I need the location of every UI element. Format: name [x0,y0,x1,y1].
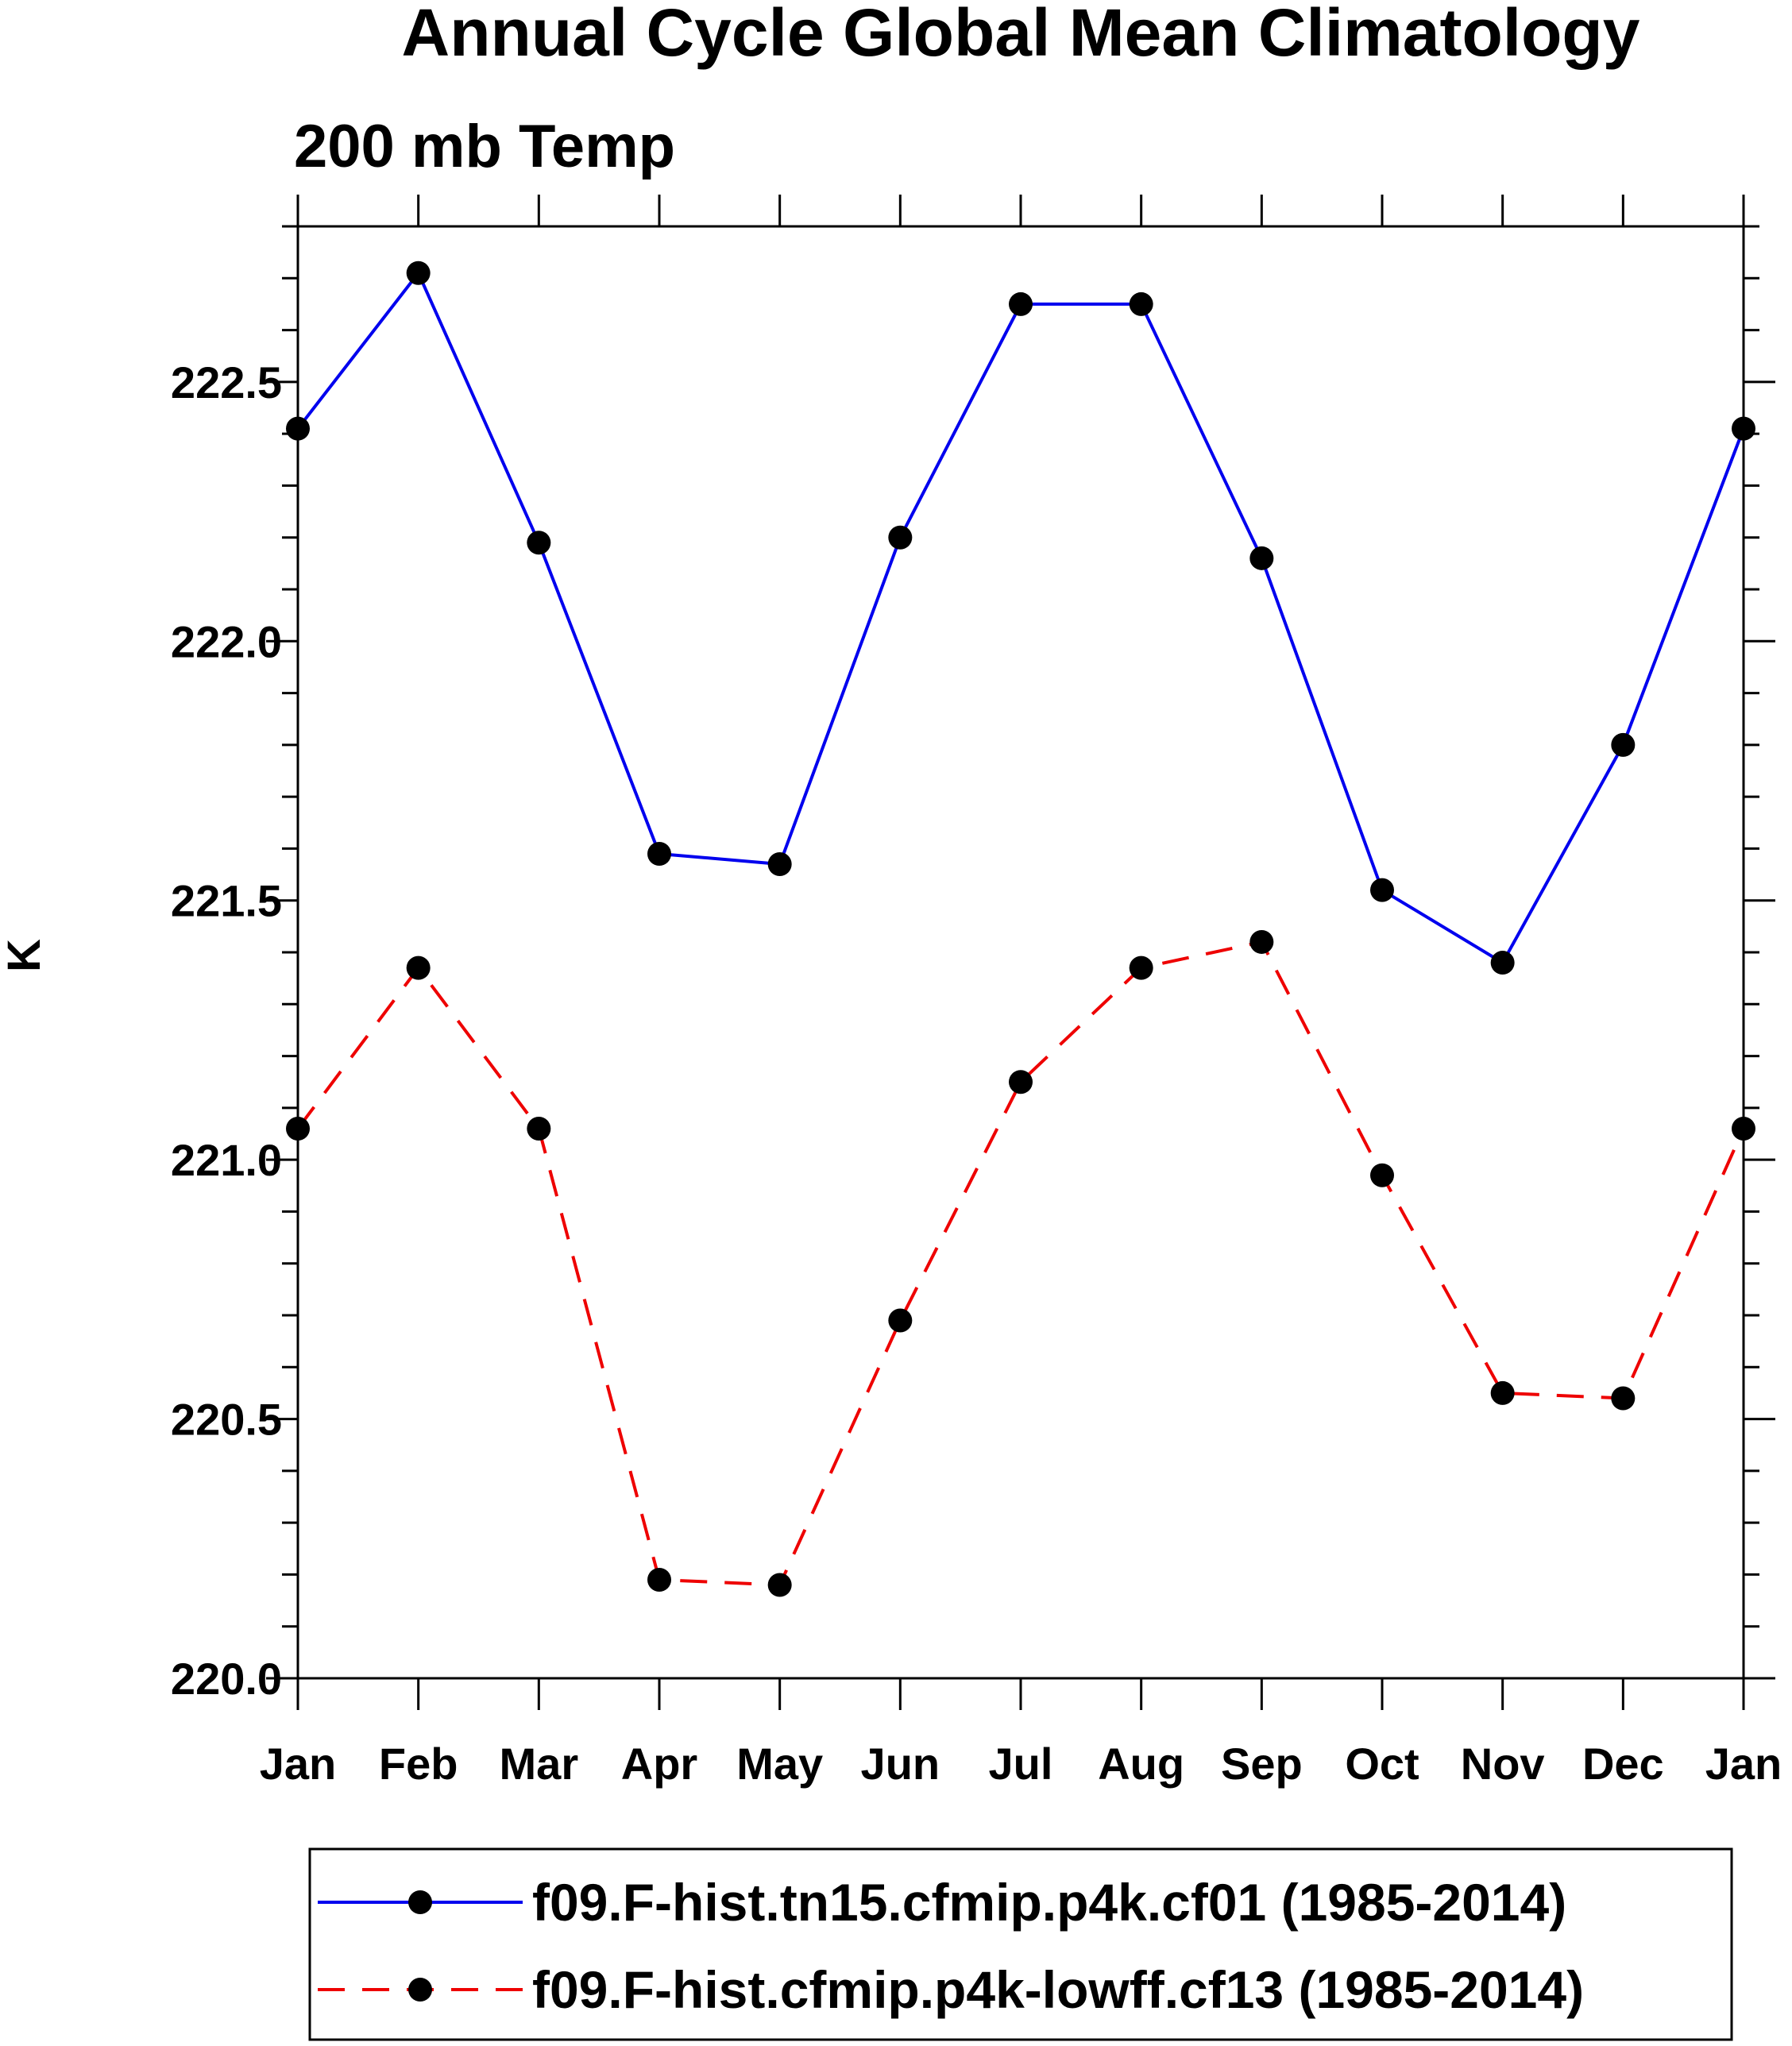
series-group [286,261,1755,1597]
legend-label-2: f09.F-hist.cfmip.p4k-lowff.cf13 (1985-20… [532,1960,1584,2019]
data-point [1490,1380,1515,1405]
data-point [1490,951,1515,975]
series-line-2 [296,940,1745,1587]
legend-box [308,1847,1733,2041]
x-tick-label: Jan [1705,1739,1782,1789]
data-point [1732,416,1755,441]
x-tick-label: Jun [861,1739,940,1789]
x-tick-labels-group: Jan Feb Mar Apr May Jun Jul Aug Sep Oct Nov Dec Jan [260,1739,1782,1789]
data-point [1009,291,1033,316]
data-point [1611,1386,1636,1411]
data-point [406,955,431,980]
x-tick-label: May [736,1739,823,1789]
data-point [647,1567,671,1592]
data-point [527,1116,551,1141]
data-point [1129,955,1153,980]
x-tick-label: Jan [260,1739,337,1789]
x-tick-label: Nov [1461,1739,1545,1789]
data-point [767,852,792,877]
data-point [1129,291,1153,316]
plot-frame [296,225,1745,1680]
y-tick-label: 220.5 [171,1395,282,1445]
x-tick-label: Oct [1345,1739,1419,1789]
legend: f09.F-hist.tn15.cfmip.p4k.cf01 (1985-201… [308,1847,1733,2041]
data-point [406,261,431,285]
data-point [1249,929,1274,954]
data-point [286,1116,310,1141]
data-point [1249,546,1274,570]
y-tick-label: 220.0 [171,1654,282,1704]
y-tick-label: 221.5 [171,876,282,926]
x-tick-label: Mar [500,1739,579,1789]
chart-title: Annual Cycle Global Mean Climatology [402,0,1640,70]
data-point [767,1573,792,1597]
y-tick-label: 221.0 [171,1135,282,1185]
x-tick-label: Dec [1582,1739,1664,1789]
data-point [527,531,551,555]
x-tick-label: Sep [1221,1739,1303,1789]
data-point [647,841,671,866]
data-point [1732,1116,1755,1141]
x-tick-label: Jul [989,1739,1053,1789]
data-point [286,416,310,441]
legend-label-1: f09.F-hist.tn15.cfmip.p4k.cf01 (1985-201… [532,1873,1566,1932]
y-axis-label: K [0,939,50,972]
x-tick-label: Apr [621,1739,697,1789]
data-point [1370,878,1394,902]
data-point [1009,1070,1033,1094]
legend-marker-2 [408,1978,432,2002]
tick-marks-group [266,195,1775,1710]
x-tick-label: Aug [1098,1739,1184,1789]
y-tick-label: 222.0 [171,616,282,666]
y-tick-labels-group: 220.0 220.5 221.0 221.5 222.0 222.5 [171,357,282,1704]
data-point [888,1308,913,1333]
chart-subtitle: 200 mb Temp [294,113,675,180]
series-line-1 [296,269,1745,965]
x-tick-label: Feb [379,1739,458,1789]
data-point [888,525,913,550]
legend-marker-1 [408,1890,432,1914]
plot-frame-group [296,225,1745,1680]
y-tick-label: 222.5 [171,357,282,407]
data-point [1611,732,1636,757]
data-point [1370,1163,1394,1187]
